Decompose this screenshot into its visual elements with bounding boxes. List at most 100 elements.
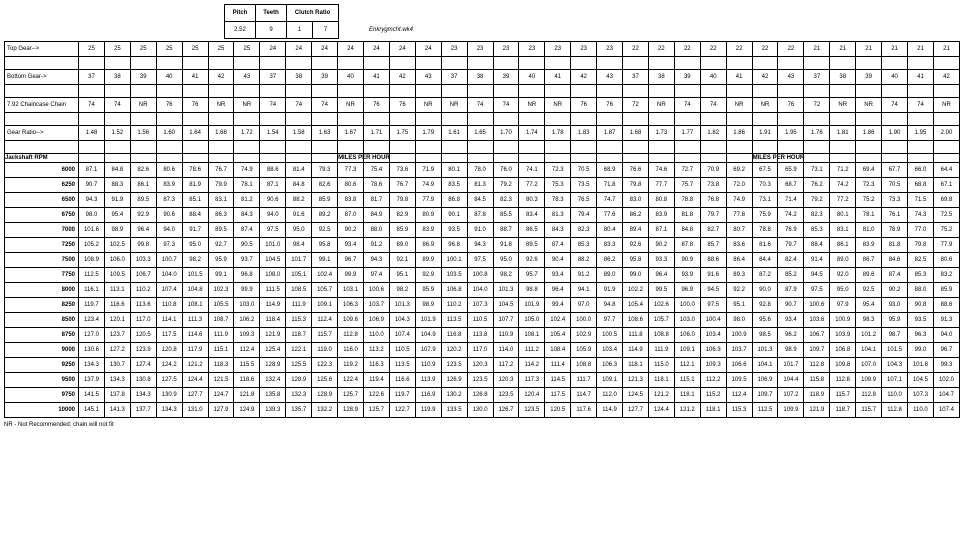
cell: 93.3 xyxy=(648,253,674,268)
cell: 114.0 xyxy=(493,343,519,358)
cell: 112.4 xyxy=(726,388,752,403)
cell: 124.4 xyxy=(182,373,208,388)
cell: 104.3 xyxy=(882,358,908,373)
cell: 88.0 xyxy=(908,283,934,298)
cell: 81.8 xyxy=(882,238,908,253)
cell: 1.65 xyxy=(467,126,493,141)
cell: 125.7 xyxy=(338,388,364,403)
cell: 74.2 xyxy=(778,208,804,223)
cell: 114.9 xyxy=(623,343,649,358)
cell: 39 xyxy=(493,70,519,85)
cell: 118.9 xyxy=(804,388,830,403)
cell: 112.8 xyxy=(830,373,856,388)
cell: 2.00 xyxy=(933,126,959,141)
cell: 104.1 xyxy=(752,358,778,373)
cell: 112.5 xyxy=(79,268,105,283)
cell: 106.0 xyxy=(674,328,700,343)
cell: 76.2 xyxy=(804,178,830,193)
cell: 96.7 xyxy=(933,343,959,358)
cell: NR xyxy=(933,98,959,113)
cell: 104.3 xyxy=(389,313,415,328)
cell: 85.7 xyxy=(700,238,726,253)
cell: 1.72 xyxy=(234,126,260,141)
clutch-ratio-value-1: 1 xyxy=(287,22,313,39)
cell: 41 xyxy=(545,70,571,85)
cell: 104.7 xyxy=(933,388,959,403)
cell: 78.9 xyxy=(882,223,908,238)
cell: 95.9 xyxy=(882,313,908,328)
cell: 74 xyxy=(104,98,130,113)
cell: 145.1 xyxy=(79,403,105,418)
cell: 74.9 xyxy=(234,163,260,178)
cell: 97.0 xyxy=(571,298,597,313)
cell: NR xyxy=(545,98,571,113)
cell: 103.4 xyxy=(700,328,726,343)
cell: 21 xyxy=(830,42,856,57)
cell: 72.0 xyxy=(726,178,752,193)
cell: 98.8 xyxy=(519,283,545,298)
cell: 1.73 xyxy=(648,126,674,141)
cell: 96.4 xyxy=(545,283,571,298)
cell: 108.8 xyxy=(648,328,674,343)
cell: 22 xyxy=(700,42,726,57)
cell: 21 xyxy=(882,42,908,57)
cell: 84.8 xyxy=(286,178,312,193)
cell: 94.3 xyxy=(467,238,493,253)
cell: 101.5 xyxy=(182,268,208,283)
cell: 86.3 xyxy=(208,208,234,223)
cell: 97.5 xyxy=(467,253,493,268)
row-label: 7250 xyxy=(5,238,79,253)
cell: 87.0 xyxy=(338,208,364,223)
cell: 95.0 xyxy=(493,253,519,268)
cell: 95.1 xyxy=(726,298,752,313)
cell: 117.9 xyxy=(182,343,208,358)
cell: 110.8 xyxy=(156,298,182,313)
cell: 78.1 xyxy=(234,178,260,193)
cell: 1.68 xyxy=(623,126,649,141)
cell: 23 xyxy=(467,42,493,57)
cell: 103.4 xyxy=(597,343,623,358)
cell: 74.9 xyxy=(415,178,441,193)
cell: 76.9 xyxy=(778,223,804,238)
cell: 96.2 xyxy=(778,328,804,343)
cell: 88.7 xyxy=(493,223,519,238)
cell: 68.8 xyxy=(908,178,934,193)
cell: 113.8 xyxy=(467,328,493,343)
cell: 1.61 xyxy=(441,126,467,141)
cell: 81.4 xyxy=(286,163,312,178)
cell: 81.0 xyxy=(856,223,882,238)
cell: 76.0 xyxy=(493,163,519,178)
cell: 80.6 xyxy=(933,253,959,268)
cell: 76 xyxy=(778,98,804,113)
cell: 21 xyxy=(908,42,934,57)
cell: 82.4 xyxy=(778,253,804,268)
cell: 21 xyxy=(856,42,882,57)
cell: 1.91 xyxy=(752,126,778,141)
row-label: 8000 xyxy=(5,283,79,298)
cell: 74 xyxy=(908,98,934,113)
cell: 96.8 xyxy=(234,268,260,283)
cell: 116.6 xyxy=(389,373,415,388)
cell: 92.1 xyxy=(389,253,415,268)
cell: 82.3 xyxy=(804,208,830,223)
cell: 92.2 xyxy=(726,283,752,298)
cell: 76.7 xyxy=(208,163,234,178)
cell: 92.9 xyxy=(415,268,441,283)
cell: 105.2 xyxy=(79,238,105,253)
cell: 88.6 xyxy=(700,253,726,268)
cell: 23 xyxy=(519,42,545,57)
row-label: 7000 xyxy=(5,223,79,238)
cell: 94.0 xyxy=(933,328,959,343)
cell: 126.7 xyxy=(493,403,519,418)
cell: 111.8 xyxy=(623,328,649,343)
cell: 67.1 xyxy=(933,178,959,193)
cell: 130.0 xyxy=(467,403,493,418)
cell: 106.7 xyxy=(804,328,830,343)
cell: 87.1 xyxy=(79,163,105,178)
cell: 89.6 xyxy=(856,268,882,283)
cell: 39 xyxy=(130,70,156,85)
cell: 105.0 xyxy=(519,313,545,328)
clutch-ratio-value-2: 7 xyxy=(313,22,339,39)
cell: 1.54 xyxy=(260,126,286,141)
cell: 118.1 xyxy=(648,373,674,388)
